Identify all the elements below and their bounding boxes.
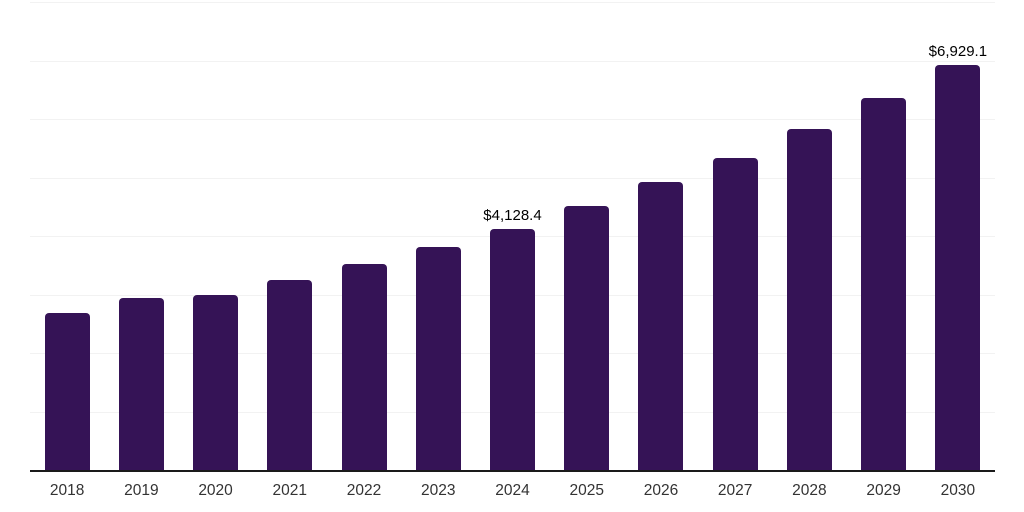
x-tick-label-2027: 2027 <box>717 482 753 499</box>
x-tick-label-2029: 2029 <box>866 482 901 499</box>
bar-2019[interactable] <box>118 298 164 470</box>
gridline <box>30 119 995 120</box>
x-tick-label-2020: 2020 <box>198 482 233 499</box>
bar-2026[interactable] <box>638 181 684 470</box>
bar-2030[interactable] <box>935 64 981 470</box>
bar-2027[interactable] <box>712 157 758 470</box>
gridline <box>30 60 995 62</box>
bar-band-2020 <box>178 2 252 470</box>
bar-band-2023 <box>401 2 475 470</box>
x-tick-label-2023: 2023 <box>421 482 456 499</box>
bar-band-2025 <box>550 2 624 470</box>
bar-band-2030: $6,929.1 <box>921 2 995 470</box>
x-tick-label-2026: 2026 <box>643 482 679 499</box>
bar-2022[interactable] <box>341 264 387 470</box>
bar-2029[interactable] <box>861 98 907 470</box>
gridline <box>30 2 995 3</box>
bar-band-2029 <box>847 2 921 470</box>
bar-band-2019 <box>104 2 178 470</box>
bar-band-2022 <box>327 2 401 470</box>
x-tick-label-2030: 2030 <box>940 482 976 499</box>
x-tick-label-2022: 2022 <box>346 482 382 499</box>
bar-band-2026 <box>624 2 698 470</box>
bar-band-2027 <box>698 2 772 470</box>
bar-2021[interactable] <box>267 279 313 470</box>
x-tick-label-2019: 2019 <box>124 482 159 499</box>
data-label-2024: $4,128.4 <box>483 206 542 224</box>
x-axis-labels: 2018 2019 2020 2021 2022 2023 2024 2025 2026 2027… <box>30 481 995 501</box>
gridline <box>30 177 995 179</box>
x-axis-line <box>30 470 995 472</box>
plot-area: $4,128.4 $6,929.1 <box>30 2 995 472</box>
bar-2020[interactable] <box>193 295 239 470</box>
bar-2028[interactable] <box>786 128 832 470</box>
bar-2025[interactable] <box>564 206 610 470</box>
x-tick-label-2024: 2024 <box>495 482 530 499</box>
bar-band-2028 <box>772 2 846 470</box>
x-tick-label-2021: 2021 <box>272 482 308 499</box>
bar-band-2021 <box>253 2 327 470</box>
bar-2023[interactable] <box>415 246 461 470</box>
x-tick-label-2025: 2025 <box>569 482 604 499</box>
bar-band-2018 <box>30 2 104 470</box>
bar-2024[interactable] <box>489 228 535 470</box>
bar-2018[interactable] <box>44 313 90 470</box>
x-tick-label-2028: 2028 <box>792 482 827 499</box>
x-tick-label-2018: 2018 <box>49 482 85 499</box>
data-label-2030: $6,929.1 <box>928 42 988 60</box>
bar-band-2024: $4,128.4 <box>475 2 549 470</box>
